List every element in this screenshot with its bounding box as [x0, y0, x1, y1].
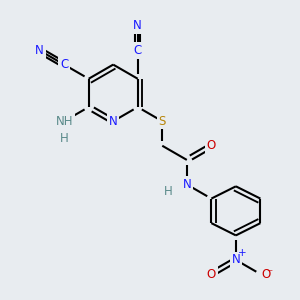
Text: ⁻: ⁻ — [267, 268, 273, 281]
Text: C: C — [134, 44, 142, 57]
Text: N: N — [109, 115, 118, 128]
Text: O: O — [207, 268, 216, 281]
Text: H: H — [164, 185, 172, 199]
Text: NH: NH — [56, 115, 73, 128]
Text: N: N — [232, 254, 240, 266]
Text: H: H — [60, 134, 68, 147]
Text: O: O — [207, 139, 216, 152]
Text: N: N — [35, 44, 44, 57]
Text: NH: NH — [56, 115, 73, 128]
Text: +: + — [238, 248, 247, 258]
Text: C: C — [60, 58, 68, 71]
Text: O: O — [261, 268, 271, 281]
Text: N: N — [182, 178, 191, 191]
Text: H: H — [60, 132, 68, 145]
Text: S: S — [159, 115, 166, 128]
Text: N: N — [134, 20, 142, 32]
